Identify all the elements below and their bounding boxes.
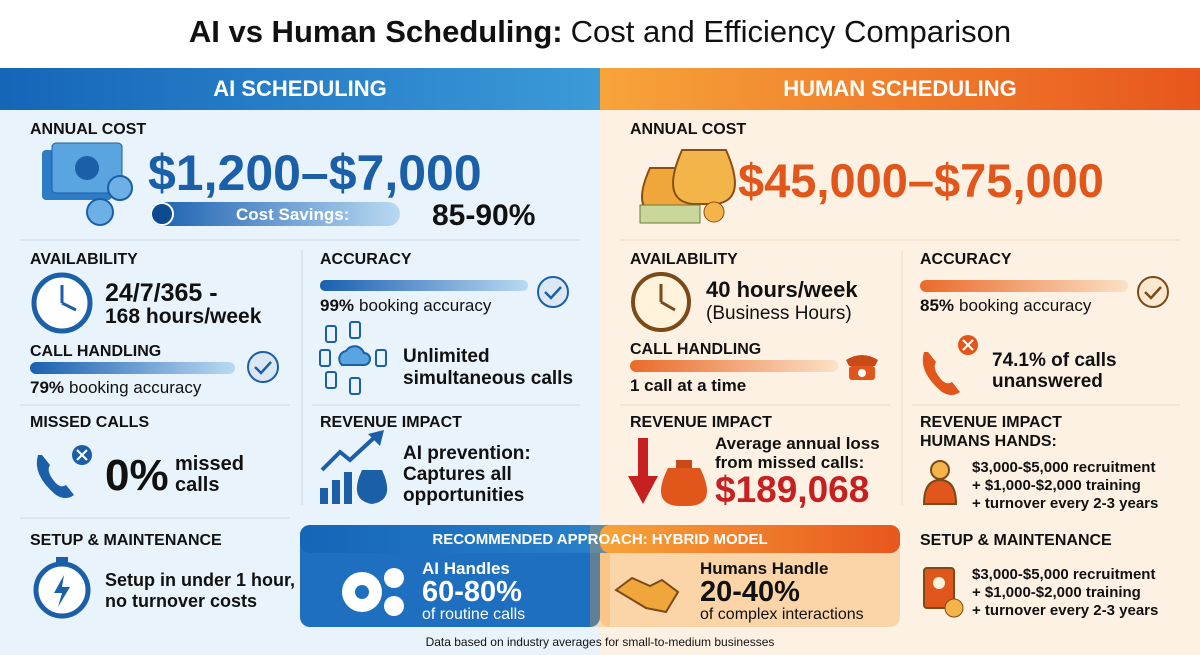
clock-icon — [631, 272, 691, 332]
availability-line: 24/7/365 - — [105, 279, 218, 307]
savings-value: 85-90% — [432, 199, 535, 232]
cost-line: + $1,000-$2,000 training — [972, 584, 1141, 601]
cost-line: + turnover every 2-3 years — [972, 602, 1158, 619]
down-icon — [150, 202, 174, 226]
manual-icon — [923, 567, 964, 618]
hybrid-value: 60-80% — [422, 576, 522, 608]
section-label: CALL HANDLING — [630, 341, 761, 358]
section-label: REVENUE IMPACT — [320, 414, 462, 431]
check-icon — [247, 351, 279, 383]
text: booking accuracy — [359, 296, 492, 315]
human-header-band — [600, 68, 1200, 110]
availability-line: (Business Hours) — [706, 303, 852, 324]
network-icon — [319, 321, 387, 395]
value: 85% — [920, 296, 954, 315]
section-label: ACCURACY — [320, 251, 412, 268]
ai-header-band — [0, 68, 600, 110]
hybrid-text: of complex interactions — [700, 606, 864, 623]
accuracy-bar — [30, 362, 235, 374]
capacity-line: Unlimited — [403, 346, 490, 367]
section-label: ANNUAL COST — [630, 121, 746, 138]
stopwatch-icon — [33, 557, 91, 619]
phone-missed-icon — [922, 335, 978, 395]
hybrid-label: Humans Handle — [700, 559, 828, 578]
section-label: MISSED CALLS — [30, 414, 149, 431]
revenue-line: Average annual loss — [715, 434, 880, 453]
title: AI vs Human Scheduling: Cost and Efficien… — [189, 14, 1011, 49]
value: 99% — [320, 296, 354, 315]
human-cost: $45,000–$75,000 — [738, 154, 1104, 207]
call-handling-text: 79% booking accuracy — [30, 378, 202, 397]
title-bold: AI vs Human Scheduling: — [189, 14, 563, 49]
accuracy-bar — [920, 280, 1128, 292]
phone-icon — [36, 445, 92, 498]
cost-line: $3,000-$5,000 recruitment — [972, 459, 1155, 476]
human-header: HUMAN SCHEDULING — [783, 76, 1016, 101]
savings-bar — [150, 202, 400, 226]
accuracy-bar — [320, 280, 528, 291]
hybrid-value: 20-40% — [700, 576, 800, 608]
hybrid-title: RECOMMENDED APPROACH: HYBRID MODEL — [432, 531, 767, 548]
cost-line: + $1,000-$2,000 training — [972, 477, 1141, 494]
value: 79% — [30, 378, 64, 397]
clock-icon — [31, 272, 93, 334]
text: booking accuracy — [959, 296, 1092, 315]
accuracy-text: 99% booking accuracy — [320, 296, 492, 315]
capacity-line: simultaneous calls — [403, 368, 573, 389]
telephone-icon — [846, 355, 878, 380]
section-label: SETUP & MAINTENANCE — [920, 532, 1112, 549]
section-label: REVENUE IMPACT — [630, 414, 772, 431]
missed-value: 0% — [105, 451, 169, 500]
loss-icon — [628, 438, 708, 506]
gears-icon — [342, 568, 404, 616]
availability-line: 168 hours/week — [105, 305, 262, 328]
money-bags-icon — [639, 149, 736, 224]
capacity-bar — [630, 360, 838, 372]
unanswered-line: 74.1% of calls — [992, 350, 1117, 371]
section-label: AVAILABILITY — [30, 251, 138, 268]
title-rest: Cost and Efficiency Comparison — [571, 14, 1012, 49]
check-icon — [1137, 276, 1169, 308]
money-icon — [42, 142, 133, 226]
revenue-line: Captures all — [403, 464, 512, 485]
section-label: ANNUAL COST — [30, 121, 146, 138]
loss-value: $189,068 — [715, 469, 869, 510]
setup-line: Setup in under 1 hour, — [105, 570, 295, 590]
savings-label: Cost Savings: — [236, 205, 349, 224]
check-icon — [537, 276, 569, 308]
text: booking accuracy — [69, 378, 202, 397]
revenue-line: opportunities — [403, 485, 524, 506]
hybrid-label: AI Handles — [422, 559, 510, 578]
revenue-line: from missed calls: — [715, 453, 864, 472]
section-label: CALL HANDLING — [30, 343, 161, 360]
cost-line: $3,000-$5,000 recruitment — [972, 566, 1155, 583]
missed-line: calls — [175, 474, 219, 496]
call-handling-text: 1 call at a time — [630, 376, 746, 395]
unanswered-line: unanswered — [992, 371, 1103, 392]
footer: Data based on industry averages for smal… — [426, 635, 775, 649]
revenue-line: AI prevention: — [403, 443, 531, 464]
ai-header: AI SCHEDULING — [213, 76, 387, 101]
growth-icon — [320, 430, 388, 504]
accuracy-text: 85% booking accuracy — [920, 296, 1092, 315]
hybrid-text: of routine calls — [422, 606, 525, 623]
person-icon — [922, 460, 958, 505]
availability-line: 40 hours/week — [706, 277, 858, 302]
section-label: AVAILABILITY — [630, 251, 738, 268]
missed-line: missed — [175, 453, 244, 475]
ai-cost: $1,200–$7,000 — [148, 145, 482, 201]
section-label: REVENUE IMPACT — [920, 414, 1062, 431]
section-label: ACCURACY — [920, 251, 1012, 268]
section-label: SETUP & MAINTENANCE — [30, 532, 222, 549]
handshake-icon — [614, 576, 680, 614]
section-label: HUMANS HANDS: — [920, 433, 1057, 450]
setup-line: no turnover costs — [105, 591, 257, 611]
cost-line: + turnover every 2-3 years — [972, 495, 1158, 512]
